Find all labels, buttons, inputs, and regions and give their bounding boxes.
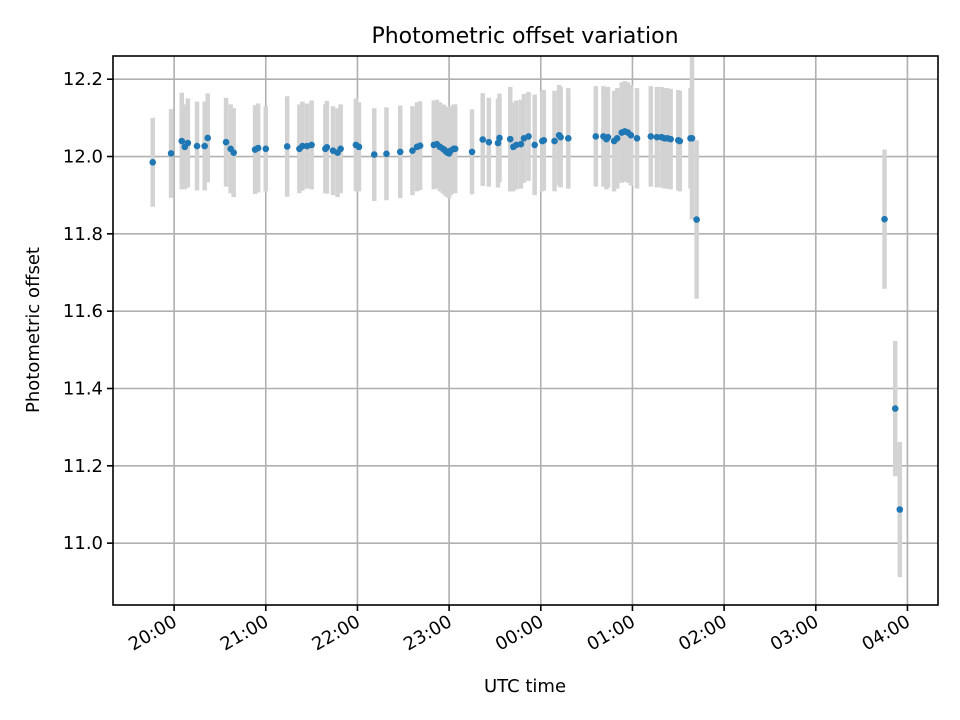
y-tick-label: 11.2: [63, 456, 103, 477]
data-point: [633, 135, 641, 142]
data-point: [896, 506, 904, 513]
data-point: [693, 216, 700, 223]
plot-frame: [112, 55, 939, 606]
y-axis-label: Photometric offset: [23, 247, 44, 413]
y-tick-label: 11.4: [63, 378, 103, 399]
data-point: [167, 150, 175, 157]
y-tick-label: 12.2: [63, 69, 103, 90]
data-point: [254, 144, 262, 152]
data-point: [409, 147, 416, 155]
data-point: [613, 135, 621, 142]
data-point: [653, 133, 661, 141]
data-point: [881, 215, 888, 223]
data-point: [891, 405, 899, 412]
data-point: [178, 137, 186, 145]
y-tick-label: 12.0: [63, 147, 103, 168]
data-point: [557, 133, 564, 141]
data-point: [262, 145, 270, 153]
data-point: [592, 133, 600, 140]
data-point: [647, 133, 655, 140]
data-point: [355, 143, 363, 151]
y-tick-label: 11.6: [63, 301, 103, 322]
data-point: [479, 136, 487, 143]
data-point: [451, 145, 459, 153]
data-point: [485, 138, 493, 146]
y-tick-label: 11.8: [63, 224, 103, 245]
data-point: [193, 142, 201, 150]
data-point: [525, 133, 532, 140]
data-point: [299, 142, 306, 150]
data-point: [551, 137, 558, 145]
data-point: [184, 139, 192, 147]
y-axis-ticks: 11.0 11.2 11.4 11.6 11.8 12.0 12.2: [63, 69, 113, 554]
x-tick-label: 04:00: [859, 611, 914, 655]
data-point: [201, 142, 208, 150]
data-point: [496, 134, 503, 142]
x-tick-label: 20:00: [125, 611, 180, 655]
x-tick-label: 21:00: [217, 611, 272, 655]
x-tick-label: 23:00: [400, 611, 455, 655]
data-point: [517, 140, 525, 148]
y-tick-label: 11.0: [63, 533, 103, 554]
data-point: [230, 149, 237, 156]
data-point: [531, 141, 538, 149]
data-point: [323, 143, 331, 151]
data-point: [540, 136, 548, 144]
data-point: [494, 139, 502, 147]
data-point: [468, 148, 476, 156]
data-point: [370, 151, 378, 158]
x-tick-label: 01:00: [584, 611, 639, 655]
data-point: [688, 135, 696, 142]
x-tick-label: 02:00: [675, 611, 730, 655]
data-point: [396, 148, 404, 156]
data-point: [308, 141, 315, 149]
data-point: [204, 134, 212, 142]
data-point: [283, 143, 291, 150]
data-point: [667, 135, 674, 143]
x-tick-label: 00:00: [492, 611, 547, 655]
data-point: [604, 133, 612, 141]
data-point: [149, 159, 157, 166]
x-tick-label: 22:00: [309, 611, 364, 655]
data-point: [564, 135, 572, 142]
data-point: [337, 145, 344, 153]
chart-title: Photometric offset variation: [371, 24, 678, 49]
data-point: [676, 137, 684, 145]
x-axis-ticks: 20:00 21:00 22:00 23:00 00:00 01:00 02:00 03:00…: [125, 605, 914, 655]
data-point: [416, 142, 424, 149]
data-point: [383, 150, 390, 158]
x-tick-label: 03:00: [767, 611, 822, 655]
data-point: [222, 138, 230, 146]
data-point: [627, 131, 635, 139]
data-point: [506, 135, 514, 143]
x-axis-label: UTC time: [484, 676, 566, 697]
data-points: [149, 128, 904, 513]
